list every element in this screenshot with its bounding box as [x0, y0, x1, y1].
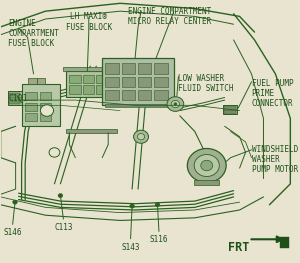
Circle shape [171, 100, 180, 108]
Bar [9, 101, 20, 104]
Bar [28, 78, 37, 84]
Text: S116: S116 [150, 235, 168, 244]
Text: S143: S143 [121, 243, 140, 252]
Circle shape [58, 194, 63, 198]
Text: S146: S146 [3, 228, 22, 237]
Bar [105, 90, 119, 100]
Bar [138, 77, 152, 87]
Text: FUEL PUMP
PRIME
CONNECTOR: FUEL PUMP PRIME CONNECTOR [251, 79, 293, 108]
Bar [25, 92, 37, 100]
Bar [25, 113, 37, 121]
Bar [138, 90, 152, 100]
Bar [9, 93, 20, 96]
Bar [96, 75, 108, 83]
Bar [63, 67, 114, 71]
Bar [102, 58, 174, 105]
Text: WINDSHIELD
WASHER
PUMP MOTOR: WINDSHIELD WASHER PUMP MOTOR [251, 145, 298, 174]
Bar [105, 104, 171, 107]
Bar [83, 85, 94, 94]
Text: ENGINE
COMPARTMENT
FUSE BLOCK: ENGINE COMPARTMENT FUSE BLOCK [8, 19, 59, 48]
Text: LH MAXI®
FUSE BLOCK: LH MAXI® FUSE BLOCK [66, 12, 112, 32]
Polygon shape [1, 32, 16, 205]
Bar [83, 75, 94, 83]
Text: C101: C101 [8, 94, 28, 103]
Circle shape [49, 148, 60, 157]
Bar [154, 63, 168, 74]
Bar [224, 110, 236, 114]
Bar [122, 90, 135, 100]
Circle shape [130, 204, 134, 208]
Bar [9, 97, 20, 100]
Bar [138, 63, 152, 74]
Polygon shape [1, 100, 275, 179]
Bar [25, 103, 37, 110]
Bar [37, 78, 46, 84]
Bar [66, 129, 117, 133]
Bar [8, 91, 22, 105]
Circle shape [174, 103, 177, 105]
Circle shape [201, 160, 213, 171]
Circle shape [40, 105, 53, 116]
Circle shape [187, 149, 226, 183]
Bar [105, 77, 119, 87]
Bar [122, 77, 135, 87]
Circle shape [155, 203, 160, 207]
Bar [105, 63, 119, 74]
Circle shape [194, 155, 219, 176]
Circle shape [134, 130, 148, 143]
Bar [69, 85, 81, 94]
Text: FRT: FRT [228, 241, 249, 254]
Polygon shape [228, 14, 290, 215]
Bar [69, 75, 81, 83]
Bar [96, 85, 108, 94]
Bar [154, 77, 168, 87]
Text: ENGINE COMPARTMENT
MICRO RELAY CENTER: ENGINE COMPARTMENT MICRO RELAY CENTER [128, 7, 211, 26]
Bar [40, 113, 52, 121]
Bar [40, 92, 52, 100]
Bar [154, 90, 168, 100]
Bar [22, 84, 60, 126]
Bar [66, 71, 111, 98]
Text: C113: C113 [54, 223, 73, 232]
Bar [223, 105, 237, 114]
Circle shape [13, 200, 17, 204]
Circle shape [137, 134, 145, 140]
Bar [40, 103, 52, 110]
Bar [224, 107, 236, 110]
Bar [122, 63, 135, 74]
Bar [280, 237, 289, 248]
Circle shape [167, 97, 184, 111]
Bar [194, 180, 219, 185]
Text: LOW WASHER
FLUID SWITCH: LOW WASHER FLUID SWITCH [178, 74, 234, 93]
